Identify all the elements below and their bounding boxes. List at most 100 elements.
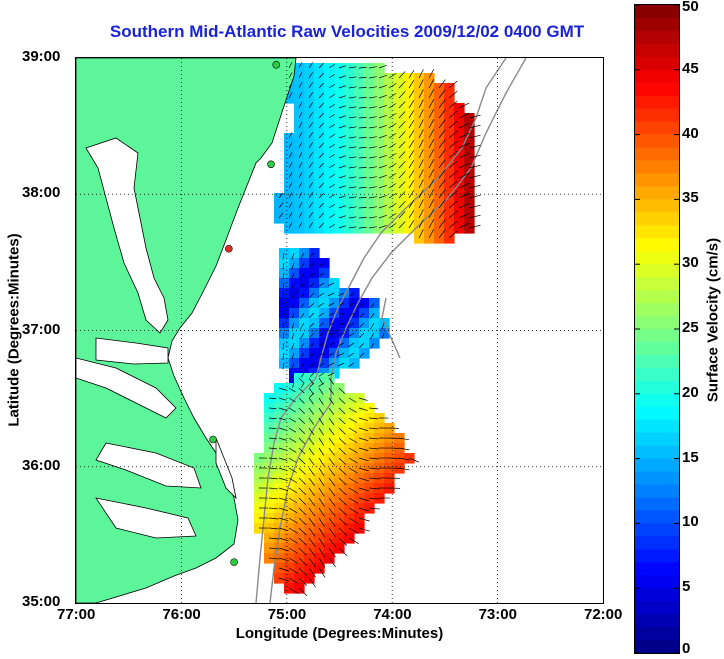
speed-cell <box>299 318 310 329</box>
velocity-vector <box>268 467 278 470</box>
velocity-vector <box>328 447 335 456</box>
velocity-vector <box>338 155 346 159</box>
velocity-vector <box>368 447 379 450</box>
velocity-vector <box>388 93 397 99</box>
speed-cell <box>289 248 300 259</box>
speed-cell <box>299 338 310 349</box>
speed-cell <box>454 213 465 224</box>
velocity-vector <box>282 342 285 350</box>
velocity-vector <box>348 352 355 358</box>
velocity-vector <box>308 387 314 395</box>
velocity-vector <box>328 517 336 527</box>
velocity-vector <box>368 407 379 410</box>
velocity-vector <box>358 206 367 209</box>
velocity-vector <box>318 292 325 297</box>
speed-cell <box>304 133 315 144</box>
speed-cell <box>464 203 475 214</box>
velocity-vector <box>291 362 295 369</box>
velocity-vector <box>292 282 295 288</box>
velocity-vector <box>338 447 347 455</box>
velocity-vector <box>288 202 293 209</box>
map-plot <box>76 58 603 603</box>
velocity-vector <box>358 76 367 79</box>
velocity-vector <box>398 191 406 199</box>
velocity-vector <box>328 537 336 548</box>
velocity-vector <box>438 189 446 199</box>
colorbar-tick-label: 45 <box>682 59 699 77</box>
speed-cell <box>339 348 350 359</box>
speed-cell <box>314 183 325 194</box>
velocity-vector <box>308 517 316 527</box>
colorbar-step <box>635 173 679 188</box>
speed-cell <box>359 318 370 329</box>
speed-cell <box>329 328 340 339</box>
speed-cell <box>304 83 315 94</box>
velocity-vector <box>438 99 446 109</box>
speed-cell <box>274 193 285 204</box>
velocity-vector <box>378 174 387 179</box>
speed-cell <box>309 278 320 289</box>
speed-cell <box>404 83 415 94</box>
radar-stations <box>209 61 281 566</box>
speed-cell <box>294 223 305 234</box>
speed-cell <box>329 298 340 309</box>
depth-contour <box>255 377 317 603</box>
velocity-vector <box>288 222 293 229</box>
velocity-vector <box>468 134 481 139</box>
velocity-vector <box>288 567 299 574</box>
velocity-vector <box>358 507 370 512</box>
colorbar-step <box>635 5 679 19</box>
velocity-vector <box>358 126 367 129</box>
velocity-vector <box>328 497 336 507</box>
speed-cell <box>334 153 345 164</box>
velocity-vector <box>428 79 435 89</box>
speed-cell <box>299 248 310 259</box>
velocity-vector <box>318 312 325 317</box>
velocity-vector <box>378 194 387 199</box>
velocity-vector <box>378 104 387 109</box>
colorbar-step <box>635 251 679 265</box>
velocity-vector <box>318 72 325 79</box>
speed-cell <box>359 298 370 309</box>
velocity-vector <box>328 487 336 497</box>
velocity-vector <box>388 193 397 199</box>
velocity-vector <box>298 427 306 435</box>
velocity-vector <box>338 342 345 346</box>
speed-cell <box>304 73 315 84</box>
velocity-vector <box>308 182 313 189</box>
speed-cell <box>444 93 455 104</box>
speed-cell <box>334 133 345 144</box>
speed-cell <box>404 213 415 224</box>
velocity-vector <box>288 62 293 69</box>
velocity-vector <box>358 342 365 349</box>
velocity-vector <box>308 447 315 456</box>
velocity-vector <box>338 65 346 69</box>
velocity-vector <box>318 222 325 229</box>
speed-cell <box>414 133 425 144</box>
speed-cell <box>384 143 395 154</box>
colorbar-step <box>635 341 679 356</box>
speed-cell <box>424 213 435 224</box>
colorbar-step <box>635 147 679 162</box>
speed-cell <box>324 143 335 154</box>
speed-cell <box>464 123 475 134</box>
speed-cell <box>334 63 345 74</box>
speed-cell <box>424 103 435 114</box>
velocity-vector <box>291 272 295 279</box>
velocity-vector <box>328 457 335 466</box>
colorbar-step <box>635 264 679 278</box>
velocity-vector <box>298 567 308 576</box>
speed-cell <box>464 143 475 154</box>
speed-cell <box>294 63 305 74</box>
speed-cell <box>374 103 385 114</box>
speed-cell <box>384 183 395 194</box>
velocity-vector <box>408 209 415 219</box>
colorbar-step <box>635 121 679 136</box>
velocity-vector <box>298 447 306 455</box>
velocity-vector <box>378 224 387 229</box>
velocity-vector <box>448 230 458 239</box>
colorbar-tick-label: 25 <box>682 319 699 336</box>
velocity-vector <box>301 282 305 288</box>
velocity-vector <box>348 447 358 454</box>
velocity-vector <box>288 162 293 169</box>
